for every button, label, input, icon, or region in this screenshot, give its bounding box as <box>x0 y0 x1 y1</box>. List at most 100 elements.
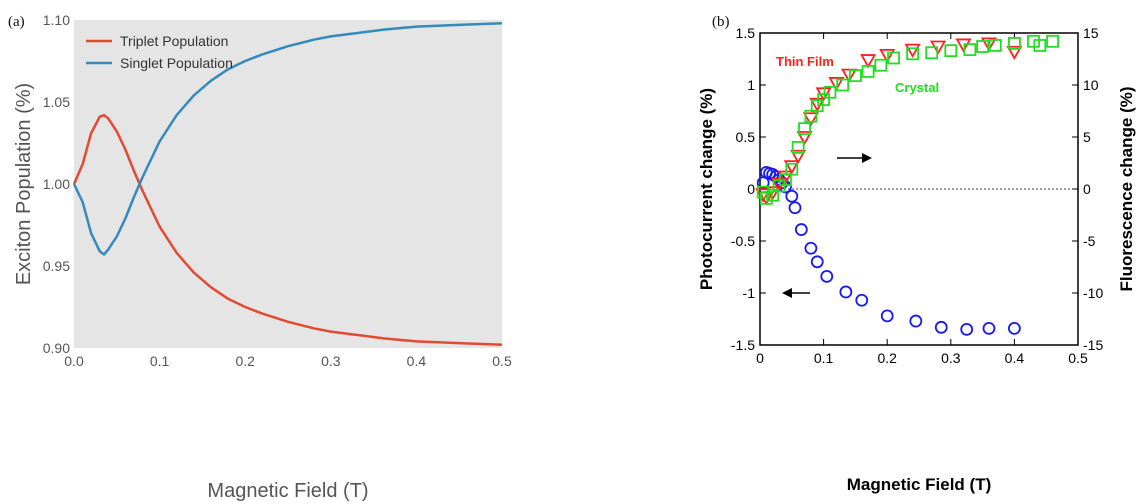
right-y-tick-label: 5 <box>1083 129 1091 145</box>
y-tick-label: 1.05 <box>43 94 70 110</box>
x-tick-label: 0 <box>756 350 764 366</box>
x-tick-label: 0.2 <box>235 353 255 369</box>
series-line-singlet-population <box>72 22 503 256</box>
photocurrent-point <box>804 241 818 255</box>
panel-a-legend: Triplet Population Singlet Population <box>86 33 233 71</box>
crystal-point <box>887 51 900 65</box>
panel-b-right-y-axis-label: Fluorescence change (%) <box>1117 86 1136 291</box>
photocurrent-point <box>785 189 799 203</box>
right-y-tick-label: -5 <box>1083 233 1096 249</box>
legend-label-singlet: Singlet Population <box>120 55 233 71</box>
crystal-point <box>823 85 837 99</box>
left-y-tick-label: 0 <box>747 181 755 197</box>
thin-film-point <box>796 131 813 146</box>
left-y-tick-label: -1 <box>743 285 756 301</box>
photocurrent-point <box>820 269 834 283</box>
x-tick-label: 0.3 <box>321 353 341 369</box>
x-tick-label: 0.4 <box>407 353 427 369</box>
panel-a-y-axis-label: Exciton Population (%) <box>13 83 35 285</box>
crystal-point <box>836 78 850 92</box>
photocurrent-point <box>1008 321 1021 335</box>
x-tick-label: 0.5 <box>1068 350 1088 366</box>
series-line-triplet-population <box>72 113 503 346</box>
x-tick-label: 0.4 <box>1005 350 1025 366</box>
y-tick-label: 1.00 <box>43 176 70 192</box>
crystal-point <box>785 162 799 176</box>
panel-a-plot-area <box>74 20 502 348</box>
panel-a-x-ticks: 0.0 0.1 0.2 0.3 0.4 0.5 <box>64 353 512 369</box>
annotation-crystal: Crystal <box>895 80 939 95</box>
crystal-point <box>925 46 939 60</box>
x-tick-label: 0.0 <box>64 353 84 369</box>
photocurrent-point <box>810 255 824 269</box>
photocurrent-point <box>794 223 808 236</box>
y-tick-label: 1.10 <box>43 12 70 28</box>
left-y-tick-label: 0.5 <box>736 129 756 145</box>
photocurrent-point <box>960 322 974 336</box>
crystal-point <box>988 39 1002 52</box>
thin-film-point <box>783 160 800 175</box>
left-y-tick-label: 1.5 <box>736 25 756 41</box>
panel-b-left-y-axis-label: Photocurrent change (%) <box>697 88 716 290</box>
crystal-point <box>1033 39 1047 52</box>
right-y-tick-label: 10 <box>1083 77 1099 93</box>
y-tick-label: 0.95 <box>43 258 70 274</box>
thin-film-point <box>1006 45 1023 61</box>
left-y-tick-label: -1.5 <box>731 337 755 353</box>
left-y-tick-label: 1 <box>747 77 755 93</box>
crystal-point <box>849 69 862 83</box>
photocurrent-point <box>839 285 853 299</box>
crystal-point <box>963 43 977 57</box>
photocurrent-point <box>909 314 923 328</box>
crystal-point <box>1008 37 1021 50</box>
thin-film-point <box>980 37 998 52</box>
photocurrent-point <box>855 293 869 307</box>
photocurrent-point <box>880 309 894 323</box>
panel-b-x-ticks: 0 0.1 0.2 0.3 0.4 0.5 <box>756 33 1088 366</box>
right-y-tick-label: 0 <box>1083 181 1091 197</box>
thin-film-point <box>879 48 896 64</box>
arrow-right-axis <box>837 153 872 163</box>
panel-a-label: (a) <box>8 14 25 30</box>
right-y-tick-label: -15 <box>1083 337 1103 353</box>
thin-film-point <box>790 149 807 165</box>
photocurrent-point <box>982 321 996 335</box>
crystal-point <box>944 44 958 58</box>
right-y-tick-label: 15 <box>1083 25 1099 41</box>
panel-b-left-y-ticks: -1.5 -1 -0.5 0 0.5 1 1.5 <box>731 25 766 353</box>
thin-film-point <box>802 112 819 127</box>
panel-b-x-axis-label: Magnetic Field (T) <box>847 475 992 494</box>
panel-a-y-ticks: 0.90 0.95 1.00 1.05 1.10 <box>43 12 70 356</box>
x-tick-label: 0.3 <box>941 350 961 366</box>
x-tick-label: 0.5 <box>492 353 512 369</box>
thin-film-point <box>904 43 921 58</box>
panel-b-series <box>755 34 1059 336</box>
crystal-point <box>861 65 875 78</box>
panel-b-right-y-ticks: -15 -10 -5 0 5 10 15 <box>1072 25 1103 353</box>
crystal-point <box>976 40 989 53</box>
panel-a: (a) 0.0 0.1 0.2 0.3 0.4 0.5 0.90 0.95 1.00 1.05 1… <box>8 12 512 502</box>
thin-film-point <box>828 77 845 92</box>
x-tick-label: 0.1 <box>814 350 834 366</box>
panel-b: (b) 0 0.1 0.2 0.3 0.4 0.5 -1.5-1-0.500.511.5 … <box>697 14 1136 494</box>
left-y-tick-label: -0.5 <box>731 233 755 249</box>
panel-a-x-axis-label: Magnetic Field (T) <box>207 480 368 502</box>
panel-b-label: (b) <box>712 14 730 30</box>
photocurrent-point <box>788 201 802 215</box>
x-tick-label: 0.2 <box>877 350 897 366</box>
legend-label-triplet: Triplet Population <box>120 33 228 49</box>
crystal-point <box>798 122 811 136</box>
thin-film-point <box>860 54 877 69</box>
crystal-point <box>906 47 920 61</box>
crystal-point <box>791 140 805 154</box>
panel-a-series <box>72 22 503 346</box>
arrow-left-axis <box>782 288 810 298</box>
thin-film-point <box>955 38 972 53</box>
annotation-thin-film: Thin Film <box>776 54 834 69</box>
photocurrent-point <box>934 320 948 334</box>
crystal-point <box>1046 34 1059 48</box>
x-tick-label: 0.1 <box>150 353 170 369</box>
crystal-point <box>874 58 888 72</box>
right-y-tick-label: -10 <box>1083 285 1103 301</box>
